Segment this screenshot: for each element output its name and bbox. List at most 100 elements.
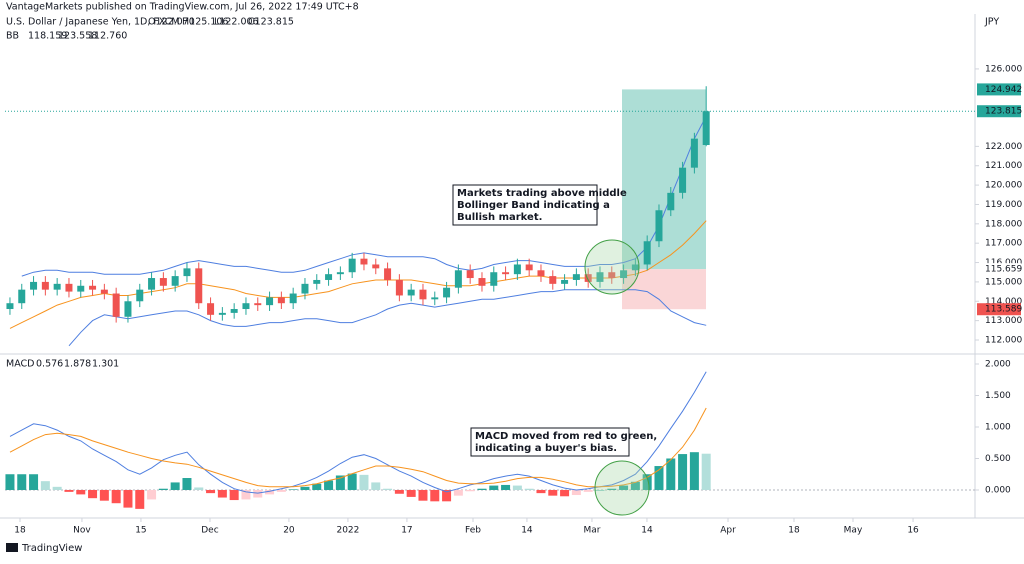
histogram-bar — [465, 489, 475, 492]
histogram-bar — [489, 485, 499, 490]
candle-body — [41, 281, 49, 290]
candle-body — [348, 258, 356, 273]
candle-body — [384, 268, 392, 280]
macd-value: 0.576 — [36, 359, 63, 370]
annotation-text: MACD moved from red to green, — [475, 431, 657, 442]
y-tick-label: 114.000 — [985, 297, 1022, 307]
candle-body — [336, 272, 344, 275]
histogram-bar — [17, 474, 27, 490]
histogram-bar — [477, 488, 487, 490]
y-tick-label: 0.000 — [985, 485, 1011, 495]
candle-body — [549, 276, 557, 284]
macd-line — [9, 407, 707, 488]
price-tag — [977, 83, 1021, 96]
candle-body — [159, 278, 167, 286]
macd-label: MACD — [6, 359, 34, 370]
y-tick-label: 126.000 — [985, 64, 1022, 74]
candle-body — [136, 289, 144, 302]
candle-body — [454, 270, 462, 288]
histogram-bar — [347, 473, 357, 490]
candle-body — [561, 279, 569, 284]
ohlc-value: L122.006 — [214, 17, 259, 28]
candle-body — [490, 272, 498, 286]
histogram-bar — [170, 482, 180, 490]
candle-body — [207, 303, 215, 315]
highlight-circle — [594, 460, 650, 516]
candle-body — [620, 270, 628, 279]
histogram-bar — [394, 489, 404, 494]
histogram-bar — [265, 489, 275, 495]
candle-body — [360, 258, 368, 265]
macd-value: 1.878 — [64, 359, 91, 370]
candle-body — [431, 297, 439, 300]
price-tag-label: 124.942 — [985, 85, 1022, 95]
histogram-bar — [312, 483, 322, 490]
candle-body — [183, 268, 191, 277]
histogram-bar — [654, 466, 664, 490]
candle-body — [301, 283, 309, 294]
bb-value: 112.760 — [88, 31, 127, 42]
candle-body — [631, 264, 639, 271]
histogram-bar — [40, 481, 50, 490]
histogram-bar — [701, 453, 711, 490]
histogram-bar — [548, 489, 558, 496]
histogram-bar — [619, 485, 629, 490]
price-tag-label: 113.589 — [985, 305, 1022, 315]
candle-body — [242, 303, 250, 310]
candle-body — [667, 192, 675, 211]
candle-body — [537, 270, 545, 277]
annotation-text: Bullish market. — [457, 212, 542, 223]
price-tag — [977, 303, 1021, 316]
histogram-bar — [194, 487, 204, 490]
histogram-bar — [453, 489, 463, 496]
candle-body — [502, 272, 510, 275]
bb-value: 123.558 — [58, 31, 97, 42]
candle-body — [395, 279, 403, 296]
candle-body — [466, 270, 474, 279]
histogram-bar — [595, 489, 605, 491]
x-tick-label: Nov — [73, 526, 91, 536]
histogram-bar — [678, 454, 688, 490]
histogram-bar — [430, 489, 440, 502]
bb-value: 118.159 — [28, 31, 67, 42]
y-tick-label: 116.000 — [985, 258, 1022, 268]
histogram-bar — [52, 486, 62, 490]
footer-logo: TradingView — [6, 543, 82, 554]
candle-body — [419, 289, 427, 300]
histogram-bar — [383, 488, 393, 490]
histogram-bar — [371, 482, 381, 490]
histogram-bar — [666, 458, 676, 490]
candle-body — [513, 264, 521, 275]
histogram-bar — [158, 488, 168, 490]
candle-body — [277, 297, 285, 304]
symbol: U.S. Dollar / Japanese Yen, 1D, FXCM — [6, 17, 180, 28]
candle-body — [148, 278, 156, 290]
highlight-circle — [584, 239, 640, 295]
y-tick-label: 119.000 — [985, 200, 1022, 210]
bollinger-line — [68, 289, 707, 347]
y-tick-label: 112.000 — [985, 335, 1022, 345]
macd-line — [9, 371, 707, 494]
price-tag — [977, 263, 1021, 276]
histogram-bar — [229, 489, 239, 501]
candle-body — [171, 276, 179, 286]
histogram-bar — [501, 484, 511, 490]
histogram-bar — [512, 485, 522, 490]
candle-body — [443, 287, 451, 298]
x-tick-label: Dec — [201, 526, 218, 536]
candle-body — [608, 272, 616, 279]
candle-body — [584, 274, 592, 282]
y-tick-label: 2.000 — [985, 360, 1011, 370]
candle-body — [112, 293, 120, 317]
y-tick-label: 113.000 — [985, 316, 1022, 326]
candle-body — [478, 278, 486, 286]
candle-body — [525, 264, 533, 271]
histogram-bar — [64, 489, 74, 492]
histogram-bar — [253, 489, 263, 498]
candle-body — [313, 279, 321, 284]
stop-zone — [622, 269, 706, 310]
target-zone — [622, 89, 706, 270]
annotation-text: Markets trading above middle — [457, 188, 627, 199]
